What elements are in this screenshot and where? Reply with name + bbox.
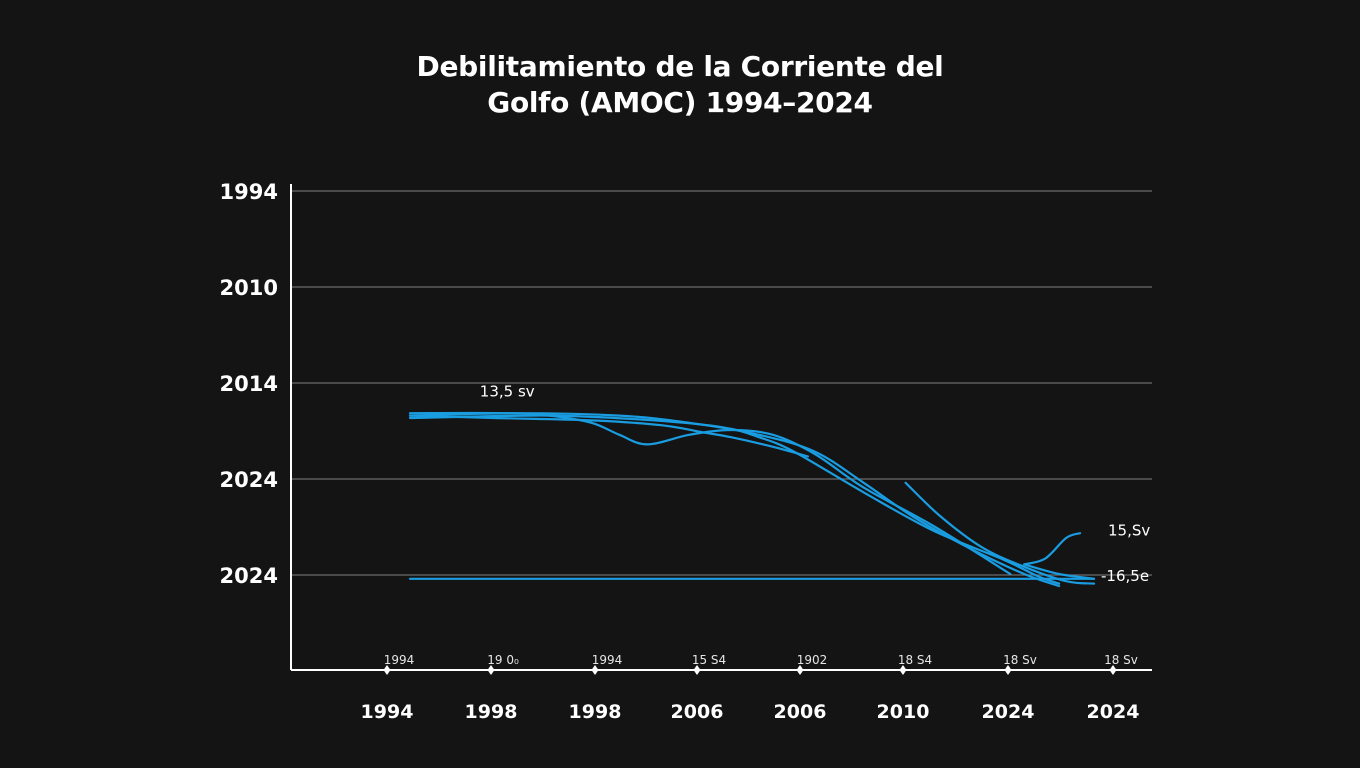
series-line-series-7 [1023, 532, 1082, 566]
x-sub-label: 1994 [592, 653, 623, 667]
x-tick-label: 2006 [671, 701, 724, 723]
x-sub-label: 19 0₀ [487, 653, 519, 667]
annotations: 13,5 sv 15,Sv -16,5e [480, 382, 1151, 585]
x-tick-marker [383, 665, 391, 675]
x-sub-label: 1902 [797, 653, 828, 667]
x-tick-label: 1998 [465, 701, 518, 723]
y-tick-label: 1994 [220, 180, 278, 204]
data-label-1: 13,5 sv [480, 382, 535, 400]
x-sub-label: 18 Sv [1104, 653, 1138, 667]
x-sub-label: 15 S4 [692, 653, 726, 667]
x-tick-label: 1994 [361, 701, 414, 723]
x-tick-marker [796, 665, 804, 675]
x-sub-label: 18 Sv [1003, 653, 1037, 667]
series-line-series-3 [408, 414, 1061, 585]
series-line-series-4 [408, 414, 809, 458]
x-tick-marker [591, 665, 599, 675]
x-tick-label: 2006 [774, 701, 827, 723]
x-tick-marker [1109, 665, 1117, 675]
x-tick-marker [693, 665, 701, 675]
series-line-series-5 [904, 481, 1096, 585]
x-tick-marker [899, 665, 907, 675]
data-label-3: -16,5e [1101, 567, 1149, 585]
x-tick-label: 1998 [569, 701, 622, 723]
gridlines [291, 190, 1152, 576]
chart-title-line-1: Debilitamiento de la Corriente del [416, 50, 944, 83]
y-tick-label: 2024 [220, 468, 278, 492]
y-tick-label: 2010 [220, 276, 278, 300]
x-tick-marker [487, 665, 495, 675]
x-tick-marker [1004, 665, 1012, 675]
x-sub-label: 1994 [384, 653, 415, 667]
series-group [408, 411, 1096, 588]
data-label-2: 15,Sv [1108, 522, 1150, 540]
series-line-series-1 [408, 412, 1061, 588]
y-tick-label: 2014 [220, 372, 278, 396]
x-sub-label: 18 S4 [898, 653, 932, 667]
x-tick-labels: 1994 1994 19 0₀ 1998 1994 1998 15 S4 2006 1902 20… [361, 653, 1140, 723]
y-tick-labels: 1994 2010 2014 2024 2024 [220, 180, 278, 588]
series-line-series-2 [408, 411, 1012, 576]
x-tick-label: 2024 [982, 701, 1035, 723]
chart-title-line-2: Golfo (AMOC) 1994–2024 [487, 86, 873, 119]
y-tick-label: 2024 [220, 564, 278, 588]
x-tick-label: 2024 [1087, 701, 1140, 723]
x-tick-label: 2010 [877, 701, 930, 723]
